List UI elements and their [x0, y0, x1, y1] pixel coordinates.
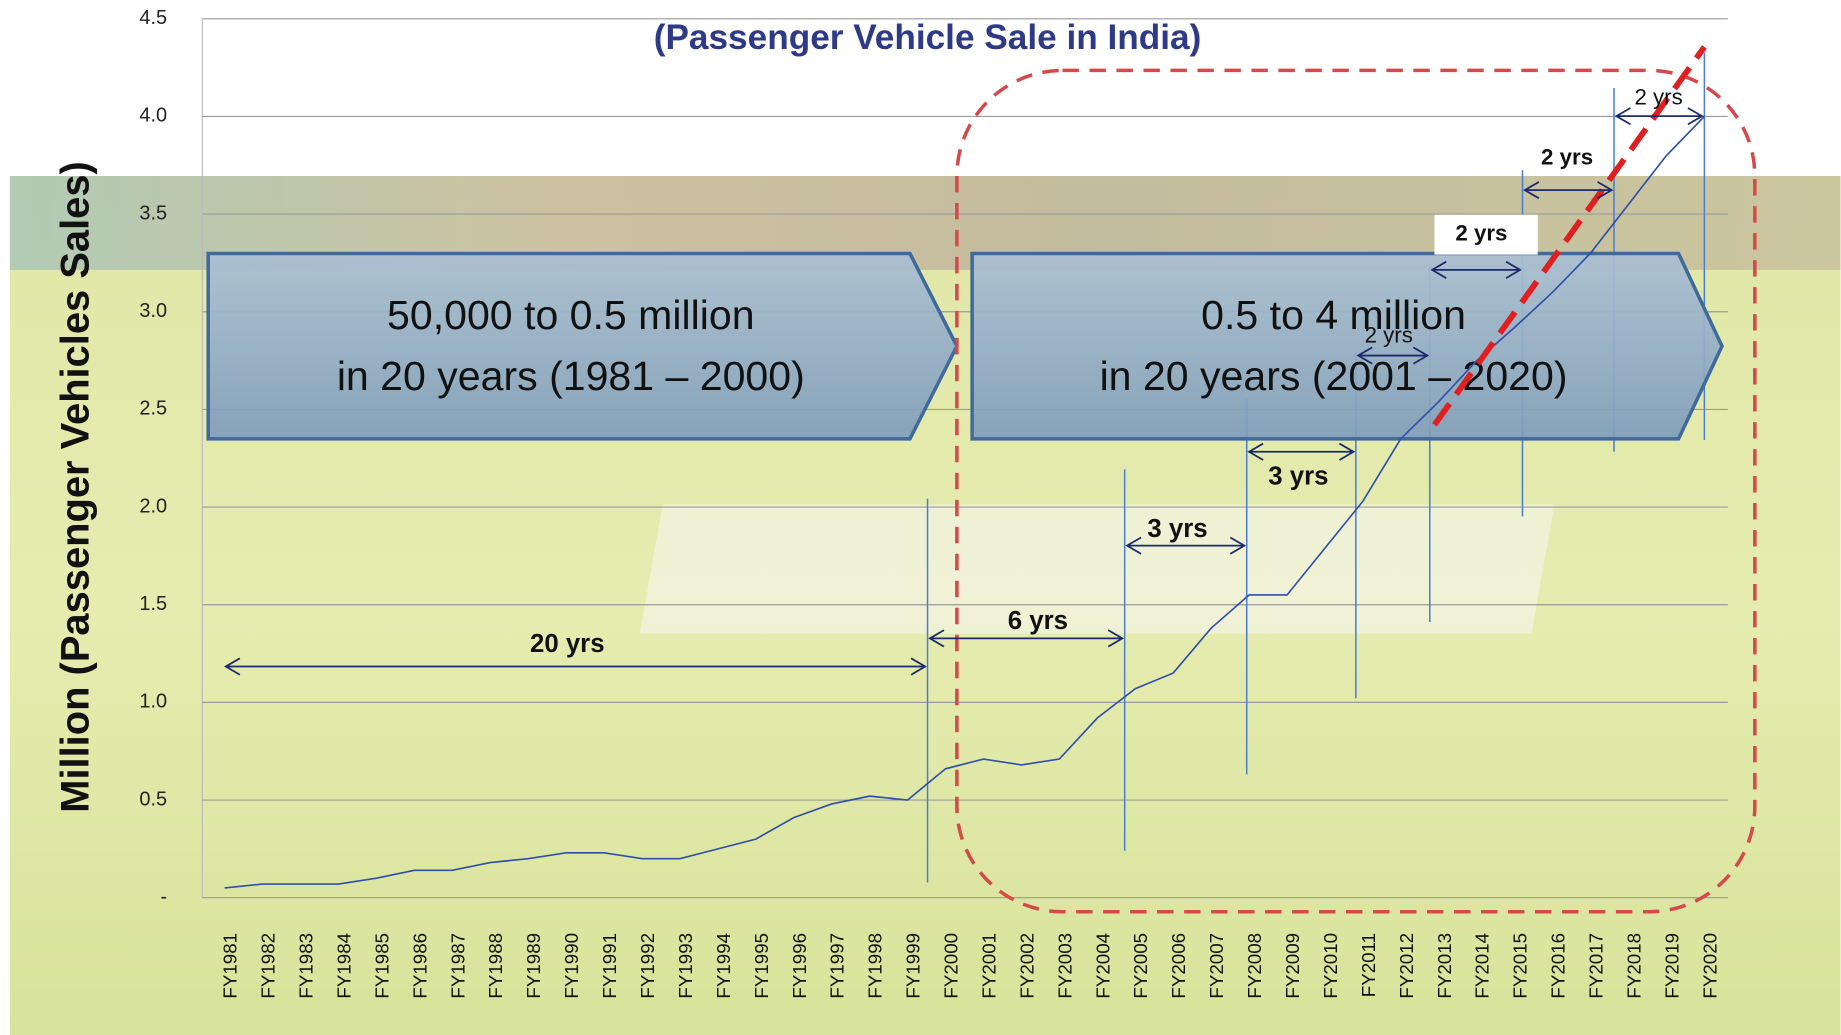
- chart-title: (Passenger Vehicle Sale in India): [654, 18, 1202, 57]
- callout-text: 50,000 to 0.5 million: [387, 292, 755, 338]
- x-tick-label: FY2005: [1130, 933, 1151, 999]
- x-tick-label: FY1989: [523, 933, 544, 999]
- x-tick-label: FY1988: [485, 933, 506, 999]
- span-label: 2 yrs: [1365, 323, 1413, 348]
- x-tick-label: FY1982: [258, 933, 279, 999]
- x-tick-label: FY2004: [1092, 933, 1113, 999]
- y-tick-label: 2.0: [139, 495, 167, 517]
- x-tick-label: FY2007: [1206, 933, 1227, 999]
- x-tick-label: FY2013: [1434, 933, 1455, 999]
- x-tick-label: FY1999: [903, 933, 924, 999]
- x-tick-label: FY2010: [1320, 933, 1341, 999]
- x-tick-label: FY1997: [827, 933, 848, 999]
- y-tick-label: 3.0: [139, 300, 167, 322]
- x-tick-label: FY1993: [675, 933, 696, 999]
- y-tick-label: 4.5: [139, 7, 167, 29]
- chart: - 0.5 1.0 1.5 2.0 2.5 3.0 3.5 4.0 4.5 FY1981 FY1982…: [0, 0, 1841, 1035]
- x-tick-label: FY1995: [751, 933, 772, 999]
- x-tick-label: FY1994: [713, 933, 734, 999]
- y-tick-label: 4.0: [139, 105, 167, 127]
- x-tick-label: FY2011: [1358, 933, 1379, 997]
- x-tick-label: FY1984: [333, 933, 354, 999]
- y-tick-label: 2.5: [139, 398, 167, 420]
- x-tick-label: FY2009: [1282, 933, 1303, 999]
- span-label: 3 yrs: [1147, 515, 1207, 543]
- x-tick-label: FY1990: [561, 933, 582, 999]
- y-tick-label: 1.5: [139, 593, 167, 615]
- y-tick-label: 3.5: [139, 202, 167, 224]
- x-tick-label: FY1992: [637, 933, 658, 999]
- callout-text: 0.5 to 4 million: [1201, 292, 1466, 338]
- x-tick-label: FY2020: [1699, 933, 1720, 999]
- photo-pitch: [640, 505, 1555, 634]
- x-tick-label: FY2001: [978, 933, 999, 999]
- x-tick-label: FY2019: [1661, 933, 1682, 999]
- x-tick-label: FY1987: [447, 933, 468, 999]
- y-tick-label: 0.5: [139, 788, 167, 810]
- callout-text: in 20 years (2001 – 2020): [1100, 353, 1568, 399]
- callout-arrow-box: [972, 253, 1722, 438]
- span-label: 3 yrs: [1268, 462, 1328, 490]
- span-label: 2 yrs: [1455, 221, 1507, 246]
- span-label: 20 yrs: [530, 630, 605, 658]
- x-tick-label: FY1985: [371, 933, 392, 999]
- y-tick-label: -: [160, 886, 167, 908]
- x-tick-label: FY2000: [941, 933, 962, 999]
- x-tick-label: FY1986: [409, 933, 430, 999]
- x-tick-label: FY2018: [1623, 933, 1644, 999]
- x-tick-label: FY1998: [865, 933, 886, 999]
- x-tick-label: FY2016: [1548, 933, 1569, 999]
- x-tick-label: FY2006: [1168, 933, 1189, 999]
- x-tick-label: FY2008: [1244, 933, 1265, 999]
- span-label: 2 yrs: [1634, 84, 1682, 109]
- x-tick-label: FY2002: [1016, 933, 1037, 999]
- y-tick-label: 1.0: [139, 691, 167, 713]
- span-label: 6 yrs: [1008, 607, 1068, 635]
- x-tick-label: FY2014: [1472, 933, 1493, 999]
- x-tick-label: FY2015: [1510, 933, 1531, 999]
- span-label: 2 yrs: [1541, 144, 1593, 169]
- x-tick-label: FY1991: [599, 933, 620, 999]
- y-axis-title: Million (Passenger Vehicles Sales): [53, 161, 97, 813]
- x-tick-label: FY1983: [296, 933, 317, 999]
- callout-text: in 20 years (1981 – 2000): [337, 353, 805, 399]
- x-tick-label: FY1996: [789, 933, 810, 999]
- x-tick-label: FY2003: [1054, 933, 1075, 999]
- x-tick-label: FY2012: [1396, 933, 1417, 999]
- callout-arrow-box: [208, 253, 957, 438]
- x-tick-label: FY1981: [220, 933, 241, 999]
- x-tick-label: FY2017: [1586, 933, 1607, 999]
